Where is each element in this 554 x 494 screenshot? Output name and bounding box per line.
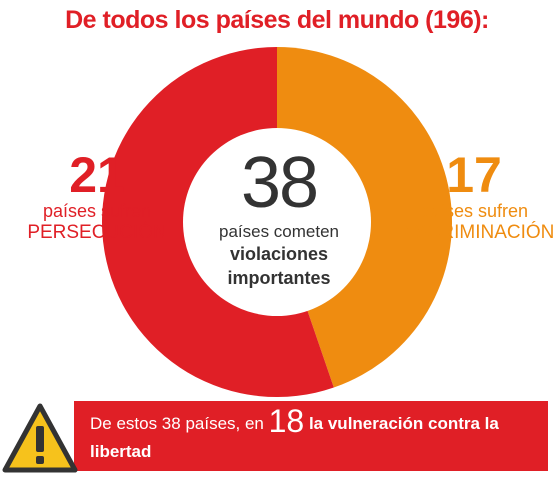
donut-chart (101, 47, 452, 397)
banner-line2: religiosa se agravó todavía más en los 2… (90, 466, 540, 494)
persecution-count: 21 (69, 147, 125, 203)
center-line2: violaciones importantes (204, 242, 354, 290)
center-label: 38 países cometen violaciones importante… (204, 145, 354, 290)
banner-text: De estos 38 países, en 18 la vulneración… (90, 405, 540, 494)
discrimination-line1: países sufren (419, 201, 529, 221)
center-line1: países cometen (218, 222, 339, 241)
discrimination-count: 17 (446, 147, 502, 203)
persecution-line2: PERSECUCIÓN (27, 222, 167, 243)
center-count: 38 (240, 143, 319, 223)
center-line3-text: importantes (227, 268, 331, 288)
discrimination-label: 17 países sufren DISCRIMINACIÓN (395, 147, 554, 244)
warning-banner: De estos 38 países, en 18 la vulneración… (74, 401, 548, 489)
discrimination-line2: DISCRIMINACIÓN (395, 222, 554, 243)
center-line2-text: violaciones (229, 244, 329, 264)
chart-title: De todos los países del mundo (196): (65, 6, 489, 34)
persecution-line1: países sufren (42, 201, 152, 221)
banner-number: 18 (268, 403, 305, 439)
warning-icon (2, 403, 78, 473)
donut-hole (183, 128, 371, 316)
persecution-label: 21 países sufren PERSECUCIÓN (22, 150, 172, 244)
banner-part2: la vulneración contra la libertad (90, 414, 499, 461)
banner-line1: De estos 38 países, en 18 la vulneración… (90, 405, 540, 466)
banner-part1: De estos 38 países, en (90, 414, 264, 433)
